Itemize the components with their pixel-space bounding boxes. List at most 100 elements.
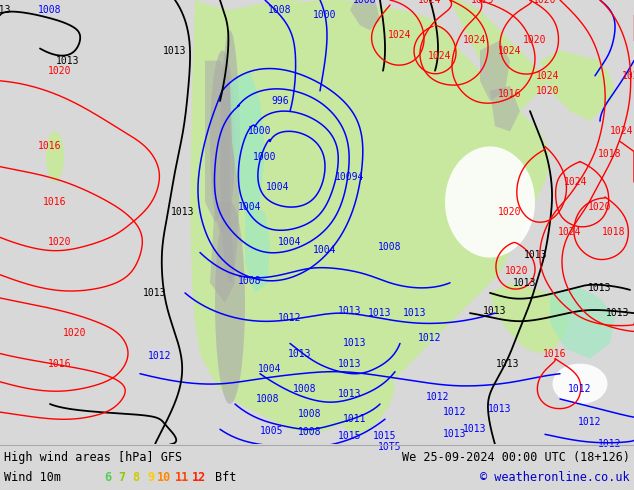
Ellipse shape (220, 30, 240, 283)
Text: 1013: 1013 (163, 46, 187, 55)
Text: 1024: 1024 (611, 126, 634, 136)
Text: 1013: 1013 (288, 348, 312, 359)
Text: 1013: 1013 (0, 5, 12, 15)
Polygon shape (210, 202, 235, 303)
Text: 7: 7 (119, 470, 126, 484)
Text: 1008: 1008 (238, 276, 262, 286)
Text: 1012: 1012 (278, 313, 302, 323)
Text: 1024: 1024 (559, 227, 582, 237)
Text: 1024: 1024 (498, 46, 522, 55)
Text: 1013: 1013 (524, 249, 548, 260)
Text: 1018: 1018 (598, 148, 622, 159)
Text: 1016: 1016 (43, 197, 67, 207)
Text: 1024: 1024 (622, 71, 634, 81)
Text: 1029: 1029 (471, 0, 495, 5)
Text: 1013: 1013 (514, 278, 537, 288)
Text: 1016: 1016 (498, 89, 522, 99)
Text: 1024: 1024 (428, 50, 452, 61)
Text: 1004: 1004 (278, 238, 302, 247)
Text: 1020: 1020 (505, 266, 529, 276)
Polygon shape (350, 0, 380, 30)
Text: 1000: 1000 (313, 10, 337, 20)
Text: 11: 11 (175, 470, 189, 484)
Text: Wind 10m: Wind 10m (4, 470, 61, 484)
Text: 1000: 1000 (249, 126, 272, 136)
Text: 1013: 1013 (339, 389, 362, 399)
Ellipse shape (552, 364, 607, 404)
Text: 1004: 1004 (238, 202, 262, 212)
Polygon shape (245, 202, 270, 293)
Text: 1020: 1020 (498, 207, 522, 217)
Text: 1016: 1016 (543, 348, 567, 359)
Text: 1012: 1012 (443, 407, 467, 417)
Text: 12: 12 (192, 470, 206, 484)
Text: 1004: 1004 (266, 182, 290, 192)
Text: Bft: Bft (215, 470, 236, 484)
Text: 1008: 1008 (256, 394, 280, 404)
Text: 1024: 1024 (418, 0, 442, 5)
Text: 1020: 1020 (63, 328, 87, 338)
Ellipse shape (210, 50, 235, 232)
Text: 1012: 1012 (598, 440, 622, 449)
Text: 1018: 1018 (602, 227, 626, 237)
Text: 1013: 1013 (496, 359, 520, 368)
Text: High wind areas [hPa] GFS: High wind areas [hPa] GFS (4, 451, 182, 464)
Ellipse shape (445, 147, 535, 258)
Text: 1013: 1013 (368, 308, 392, 318)
Text: 1024: 1024 (536, 71, 560, 81)
Text: 996: 996 (271, 96, 289, 106)
Text: 1011: 1011 (343, 414, 366, 424)
Ellipse shape (215, 202, 245, 404)
Text: 1013: 1013 (488, 404, 512, 414)
Text: 1013: 1013 (463, 424, 487, 434)
Text: 1005: 1005 (260, 426, 284, 436)
Text: 1012: 1012 (578, 417, 602, 427)
Polygon shape (320, 359, 395, 434)
Text: 1012: 1012 (148, 350, 172, 361)
Text: 1016: 1016 (38, 142, 61, 151)
Text: 9: 9 (148, 470, 155, 484)
Text: 10T5: 10T5 (378, 442, 402, 452)
Text: 1013: 1013 (483, 306, 507, 316)
Text: 1008: 1008 (298, 409, 321, 419)
Text: 1015: 1015 (373, 431, 397, 441)
Text: 1012: 1012 (426, 392, 450, 402)
Text: 6: 6 (105, 470, 112, 484)
Text: 1020: 1020 (523, 35, 547, 46)
Text: 10: 10 (157, 470, 171, 484)
Polygon shape (550, 288, 615, 359)
Text: 1012: 1012 (568, 384, 592, 394)
Text: 1024: 1024 (564, 177, 588, 187)
Text: 8: 8 (133, 470, 139, 484)
Text: 1016: 1016 (48, 359, 72, 368)
Text: 1024: 1024 (463, 35, 487, 46)
Text: 1013: 1013 (606, 308, 630, 318)
Text: 1020: 1020 (588, 202, 612, 212)
Text: We 25-09-2024 00:00 UTC (18+126): We 25-09-2024 00:00 UTC (18+126) (402, 451, 630, 464)
Text: 1013: 1013 (171, 207, 195, 217)
Polygon shape (490, 283, 570, 353)
Text: 1013: 1013 (339, 306, 362, 316)
Text: 1013: 1013 (588, 283, 612, 293)
Text: 1013: 1013 (343, 339, 366, 348)
Text: 1008: 1008 (378, 243, 402, 252)
Text: 1008: 1008 (298, 427, 321, 437)
Text: 10094: 10094 (335, 172, 365, 182)
Text: 1015: 1015 (339, 431, 362, 441)
Polygon shape (230, 71, 265, 222)
Polygon shape (205, 61, 230, 222)
Text: 1020: 1020 (48, 238, 72, 247)
Text: 1013: 1013 (143, 288, 167, 298)
Text: 1012: 1012 (418, 333, 442, 343)
Text: 1024: 1024 (388, 30, 411, 40)
Text: 1008: 1008 (38, 5, 61, 15)
Text: 1013: 1013 (403, 308, 427, 318)
Polygon shape (190, 0, 550, 434)
Polygon shape (540, 50, 615, 121)
Polygon shape (490, 86, 520, 131)
Text: 1008: 1008 (353, 0, 377, 5)
Text: 1004: 1004 (313, 245, 337, 255)
Text: 1000: 1000 (253, 151, 277, 162)
Text: 1013: 1013 (339, 359, 362, 368)
Text: 1013: 1013 (443, 429, 467, 440)
